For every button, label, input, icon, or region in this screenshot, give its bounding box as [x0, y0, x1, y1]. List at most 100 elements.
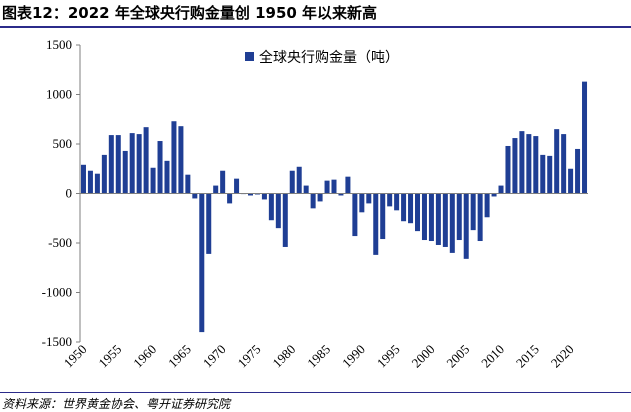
- bar-chart: -1500 -1000 -500 0 500 1000 1500 1950 1955 1960 1…: [42, 37, 588, 371]
- bar-1954: [108, 135, 114, 194]
- y-tick-label: 1500: [46, 37, 72, 52]
- bar-2015: [533, 136, 539, 194]
- bar-2020: [568, 168, 574, 194]
- x-tick-label: 2020: [548, 342, 577, 371]
- bar-2011: [505, 145, 511, 194]
- bar-1963: [171, 121, 177, 194]
- bar-2001: [435, 193, 441, 245]
- x-tick-label: 1990: [339, 342, 368, 371]
- footer-rule: [0, 392, 631, 393]
- bar-2002: [442, 193, 448, 247]
- bar-2000: [428, 193, 434, 242]
- bar-1993: [380, 193, 386, 240]
- x-tick-label: 2000: [409, 342, 438, 371]
- x-tick-label: 2010: [478, 342, 507, 371]
- bar-2005: [463, 193, 469, 259]
- bar-1957: [129, 133, 135, 194]
- bar-1959: [143, 127, 149, 194]
- bar-1962: [164, 160, 170, 194]
- bar-1983: [310, 193, 316, 209]
- x-tick-label: 2015: [513, 342, 542, 371]
- bar-1971: [227, 193, 233, 204]
- y-tick-label: 1000: [46, 87, 72, 102]
- bar-1955: [115, 135, 121, 194]
- bar-1999: [421, 193, 427, 241]
- bar-1966: [192, 193, 198, 199]
- bar-2012: [512, 138, 518, 194]
- x-tick-label: 2005: [443, 342, 472, 371]
- bar-1969: [213, 185, 219, 194]
- bar-1979: [282, 193, 288, 247]
- bar-series: [80, 81, 588, 333]
- bar-1951: [87, 170, 93, 194]
- y-tick-label: -1000: [42, 285, 72, 300]
- bar-1992: [373, 193, 379, 255]
- bar-1977: [268, 193, 274, 221]
- legend-swatch: [245, 52, 254, 61]
- x-tick-label: 1980: [269, 342, 298, 371]
- bar-1972: [234, 178, 240, 194]
- bar-1991: [366, 193, 372, 204]
- bar-1996: [401, 193, 407, 222]
- y-tick-label: 0: [66, 186, 73, 201]
- bar-1956: [122, 150, 128, 194]
- bar-2016: [540, 154, 546, 194]
- bar-1990: [359, 193, 365, 213]
- x-tick-label: 1995: [374, 342, 403, 371]
- chart-title: 图表12：2022 年全球央行购金量创 1950 年以来新高: [2, 4, 378, 22]
- bar-1989: [352, 193, 358, 237]
- x-tick-label: 1960: [130, 342, 159, 371]
- x-tick-label: 1955: [95, 342, 124, 371]
- bar-2009: [491, 193, 497, 197]
- bar-2008: [484, 193, 490, 218]
- bar-1998: [415, 193, 421, 232]
- y-tick-label: -1500: [42, 334, 72, 349]
- source-note: 资料来源：世界黄金协会、粤开证券研究院: [2, 397, 231, 411]
- bar-2014: [526, 134, 532, 194]
- bar-2017: [547, 155, 553, 194]
- bar-2018: [554, 129, 560, 194]
- legend: 全球央行购金量（吨）: [245, 49, 399, 66]
- bar-2013: [519, 131, 525, 194]
- bar-1981: [296, 166, 302, 194]
- bar-2003: [449, 193, 455, 253]
- bar-1968: [206, 193, 212, 254]
- bar-2006: [470, 193, 476, 231]
- x-tick-label: 1970: [200, 342, 229, 371]
- y-tick-label: -500: [48, 235, 72, 250]
- x-tick-label: 1975: [235, 342, 264, 371]
- bar-2019: [561, 134, 567, 194]
- bar-1950: [80, 164, 86, 194]
- x-tick-label: 1985: [304, 342, 333, 371]
- x-tick-label: 1965: [165, 342, 194, 371]
- bar-1982: [303, 185, 309, 194]
- bar-2021: [575, 148, 581, 194]
- bar-1980: [289, 170, 295, 194]
- bar-1997: [408, 193, 414, 224]
- bar-1970: [220, 170, 226, 194]
- bar-1986: [331, 179, 337, 194]
- bar-1974: [247, 193, 253, 196]
- bar-1961: [157, 141, 163, 194]
- bar-2004: [456, 193, 462, 241]
- bar-1967: [199, 193, 205, 333]
- bar-1952: [94, 173, 100, 194]
- bar-1984: [317, 193, 323, 202]
- bar-1988: [345, 176, 351, 194]
- bar-1985: [324, 180, 330, 194]
- bar-1995: [394, 193, 400, 211]
- bar-1994: [387, 193, 393, 207]
- bar-1960: [150, 167, 156, 194]
- title-rule: [0, 26, 631, 28]
- y-tick-label: 500: [53, 136, 73, 151]
- y-axis: -1500 -1000 -500 0 500 1000 1500: [42, 37, 81, 349]
- bar-1953: [101, 154, 107, 194]
- bar-2022: [582, 81, 588, 194]
- bar-2010: [498, 185, 504, 194]
- x-axis: 1950 1955 1960 1965 1970 1975 1980 1985 1990 1995…: [61, 193, 588, 371]
- bar-1958: [136, 134, 142, 194]
- bar-1987: [338, 193, 344, 196]
- bar-1978: [275, 193, 281, 229]
- bar-1976: [261, 193, 267, 200]
- bar-2007: [477, 193, 483, 242]
